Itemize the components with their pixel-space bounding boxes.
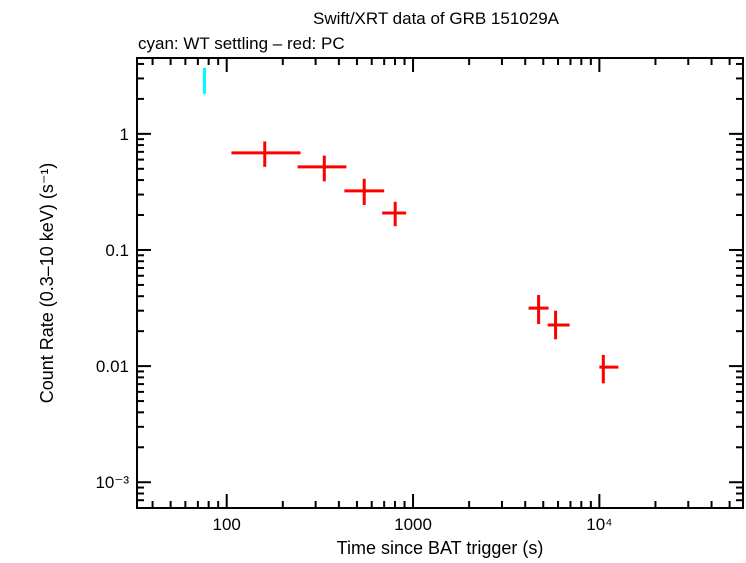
y-tick-label: 0.01 — [96, 357, 129, 376]
x-axis-label: Time since BAT trigger (s) — [337, 538, 544, 558]
y-tick-label: 10⁻³ — [95, 473, 129, 492]
data-point — [528, 294, 549, 325]
data-point — [344, 178, 385, 205]
plot-frame — [136, 57, 744, 509]
y-axis-label: Count Rate (0.3–10 keV) (s⁻¹) — [37, 163, 57, 404]
x-tick-label: 100 — [213, 515, 241, 534]
x-tick-label: 1000 — [394, 515, 432, 534]
data-point — [203, 67, 207, 95]
data-point — [547, 310, 570, 340]
data-point — [231, 141, 301, 167]
y-tick-label: 1 — [120, 125, 129, 144]
chart-subtitle: cyan: WT settling – red: PC — [138, 34, 345, 53]
y-tick-label: 0.1 — [105, 241, 129, 260]
data-point — [382, 201, 407, 227]
x-tick-label: 10⁴ — [586, 515, 612, 534]
data-point — [599, 354, 619, 384]
chart-title: Swift/XRT data of GRB 151029A — [313, 9, 560, 28]
data-point — [297, 155, 347, 182]
